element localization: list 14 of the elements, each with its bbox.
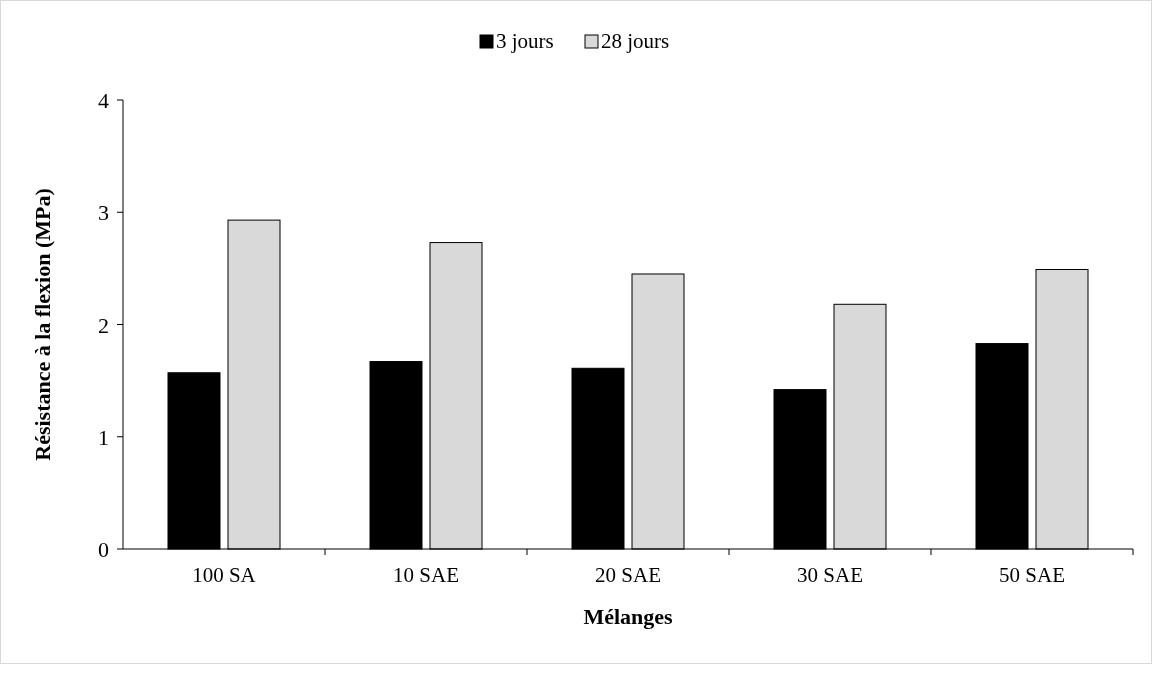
x-tick-label: 20 SAE <box>595 563 661 587</box>
x-axis-title: Mélanges <box>583 604 674 629</box>
y-tick-label: 1 <box>98 424 109 450</box>
legend-label: 3 jours <box>496 29 554 53</box>
x-tick-label: 50 SAE <box>999 563 1065 587</box>
x-tick-label: 30 SAE <box>797 563 863 587</box>
y-tick-label: 4 <box>98 88 109 113</box>
y-axis-title: Résistance à la flexion (MPa) <box>30 188 55 461</box>
y-tick-label: 3 <box>98 200 109 226</box>
x-tick-label: 10 SAE <box>393 563 459 587</box>
legend-label: 28 jours <box>601 29 670 53</box>
x-tick-label: 100 SA <box>192 563 257 587</box>
y-tick-label: 0 <box>98 537 109 562</box>
y-tick-label: 2 <box>98 312 109 338</box>
